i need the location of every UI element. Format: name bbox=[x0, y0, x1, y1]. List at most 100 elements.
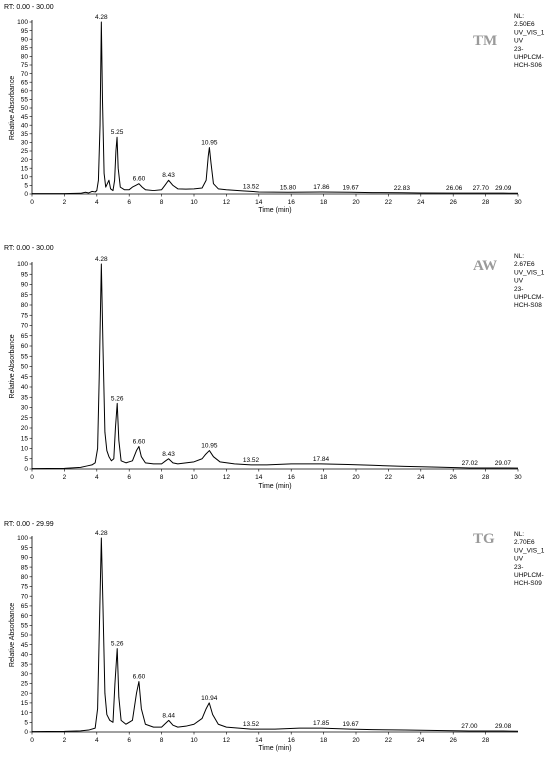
y-tick-label: 70 bbox=[21, 593, 29, 600]
y-axis-label: Relative Absorbance bbox=[9, 334, 16, 398]
peak-label: 17.84 bbox=[313, 456, 330, 463]
y-tick-label: 55 bbox=[21, 623, 29, 630]
x-tick-label: 20 bbox=[352, 737, 360, 744]
x-tick-label: 12 bbox=[223, 737, 231, 744]
peak-label: 29.07 bbox=[495, 460, 512, 467]
nl-info-line: 23- bbox=[514, 286, 523, 293]
rt-range-label: RT: 0.00 - 30.00 bbox=[4, 245, 54, 252]
y-tick-label: 40 bbox=[21, 652, 29, 659]
y-tick-label: 10 bbox=[21, 710, 29, 717]
y-tick-label: 95 bbox=[21, 545, 29, 552]
chromatogram-panel-aw: RT: 0.00 - 30.00 0 5 10 15 20 25 30 35 40 45 50 55 60… bbox=[0, 240, 550, 490]
chromatogram-trace bbox=[31, 263, 519, 470]
x-axis-label: Time (min) bbox=[258, 207, 291, 214]
y-tick-label: 70 bbox=[21, 71, 29, 78]
x-tick-label: 14 bbox=[255, 199, 263, 206]
x-tick-label: 22 bbox=[385, 199, 393, 206]
x-axis-label: Time (min) bbox=[258, 745, 291, 752]
peak-label: 10.95 bbox=[201, 443, 218, 450]
x-tick-label: 28 bbox=[482, 737, 490, 744]
y-tick-label: 5 bbox=[24, 456, 28, 463]
chromatogram-panel-tg: RT: 0.00 - 29.99 0 5 10 15 20 25 30 35 40 45 50 55 60… bbox=[0, 510, 550, 760]
chromatogram-trace bbox=[31, 537, 519, 733]
x-tick-label: 4 bbox=[95, 474, 99, 481]
peak-label: 8.43 bbox=[162, 172, 175, 179]
y-tick-label: 5 bbox=[24, 183, 28, 190]
y-tick-label: 20 bbox=[21, 157, 29, 164]
y-tick-label: 95 bbox=[21, 28, 29, 35]
x-tick-label: 22 bbox=[385, 474, 393, 481]
sample-tag: TM bbox=[473, 33, 497, 49]
y-tick-label: 65 bbox=[21, 333, 29, 340]
peak-label: 4.28 bbox=[95, 256, 108, 263]
y-tick-label: 35 bbox=[21, 131, 29, 138]
y-tick-label: 90 bbox=[21, 555, 29, 562]
sample-tag: TG bbox=[473, 531, 495, 547]
nl-info-line: 2.50E6 bbox=[514, 21, 535, 28]
x-tick-label: 18 bbox=[320, 737, 328, 744]
x-tick-label: 6 bbox=[127, 737, 131, 744]
y-tick-label: 100 bbox=[17, 19, 28, 26]
y-tick-label: 80 bbox=[21, 302, 29, 309]
x-tick-label: 0 bbox=[30, 199, 34, 206]
x-tick-label: 12 bbox=[223, 474, 231, 481]
x-tick-label: 2 bbox=[63, 474, 67, 481]
y-tick-label: 40 bbox=[21, 384, 29, 391]
y-tick-label: 60 bbox=[21, 613, 29, 620]
nl-info-line: NL: bbox=[514, 253, 524, 260]
nl-info-line: UV_VIS_1 bbox=[514, 547, 545, 554]
peak-label: 17.86 bbox=[313, 184, 330, 191]
peak-label: 15.80 bbox=[280, 184, 297, 191]
peak-label: 5.26 bbox=[111, 641, 124, 648]
y-axis-label: Relative Absorbance bbox=[9, 76, 16, 140]
y-tick-label: 30 bbox=[21, 140, 29, 147]
y-tick-label: 80 bbox=[21, 54, 29, 61]
peak-label: 6.60 bbox=[133, 438, 146, 445]
y-tick-label: 25 bbox=[21, 148, 29, 155]
nl-info-line: NL: bbox=[514, 531, 524, 538]
peak-label: 17.85 bbox=[313, 720, 330, 727]
peak-label: 4.28 bbox=[95, 14, 108, 21]
y-tick-label: 90 bbox=[21, 36, 29, 43]
y-axis-label: Relative Absorbance bbox=[9, 603, 16, 667]
y-tick-label: 0 bbox=[24, 191, 28, 198]
chromatogram-trace bbox=[32, 21, 519, 195]
nl-info-line: HCH-S08 bbox=[514, 302, 542, 309]
x-tick-label: 14 bbox=[255, 474, 263, 481]
x-tick-label: 26 bbox=[450, 474, 458, 481]
peak-label: 10.95 bbox=[201, 140, 218, 147]
y-tick-label: 45 bbox=[21, 374, 29, 381]
x-tick-label: 24 bbox=[417, 737, 425, 744]
x-tick-label: 0 bbox=[30, 474, 34, 481]
nl-info-line: 2.70E6 bbox=[514, 539, 535, 546]
y-tick-label: 70 bbox=[21, 323, 29, 330]
x-tick-label: 28 bbox=[482, 199, 490, 206]
y-tick-label: 90 bbox=[21, 282, 29, 289]
peak-label: 27.02 bbox=[462, 460, 479, 467]
peak-label: 6.60 bbox=[133, 674, 146, 681]
y-tick-label: 65 bbox=[21, 603, 29, 610]
y-tick-label: 50 bbox=[21, 632, 29, 639]
y-tick-label: 60 bbox=[21, 343, 29, 350]
y-tick-label: 30 bbox=[21, 405, 29, 412]
x-tick-label: 2 bbox=[63, 737, 67, 744]
x-tick-label: 4 bbox=[95, 737, 99, 744]
sample-tag: AW bbox=[473, 258, 497, 274]
x-tick-label: 8 bbox=[160, 199, 164, 206]
peak-label: 27.70 bbox=[473, 185, 490, 192]
y-tick-label: 20 bbox=[21, 690, 29, 697]
nl-info-line: UV bbox=[514, 38, 524, 45]
y-tick-label: 45 bbox=[21, 642, 29, 649]
nl-info-line: UHPLCM- bbox=[514, 572, 544, 579]
y-tick-label: 75 bbox=[21, 62, 29, 69]
y-tick-label: 75 bbox=[21, 312, 29, 319]
y-tick-label: 75 bbox=[21, 584, 29, 591]
x-tick-label: 0 bbox=[30, 737, 34, 744]
nl-info-line: UV bbox=[514, 556, 524, 563]
peak-label: 29.08 bbox=[495, 723, 512, 730]
nl-info-line: UV bbox=[514, 278, 524, 285]
rt-range-label: RT: 0.00 - 29.99 bbox=[4, 521, 54, 528]
peak-label: 8.44 bbox=[162, 712, 175, 719]
peak-label: 22.83 bbox=[394, 185, 411, 192]
